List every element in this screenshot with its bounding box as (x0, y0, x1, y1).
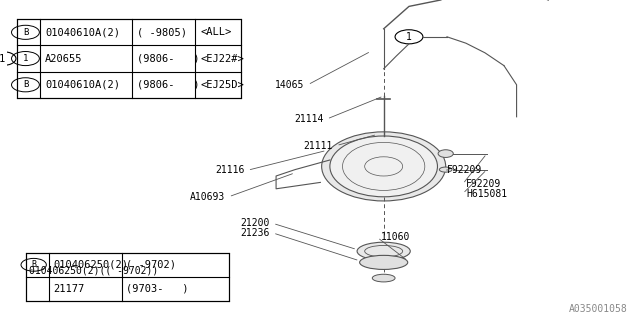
Text: 21116: 21116 (215, 165, 244, 175)
Text: B: B (23, 28, 28, 37)
Text: (9806-   ): (9806- ) (137, 80, 199, 90)
Text: 21236: 21236 (241, 228, 269, 238)
Text: A035001058: A035001058 (568, 304, 627, 314)
Text: B: B (31, 260, 36, 269)
Text: <EJ22#>: <EJ22#> (200, 53, 244, 64)
Bar (26, 253, 228, 301)
Text: ( -9805): ( -9805) (137, 27, 187, 37)
Text: 11060: 11060 (381, 232, 410, 243)
Text: 1: 1 (0, 53, 5, 64)
Text: 21177: 21177 (53, 284, 84, 294)
Text: 21200: 21200 (241, 218, 269, 228)
Ellipse shape (322, 132, 445, 201)
Text: A20655: A20655 (45, 53, 83, 64)
Text: <ALL>: <ALL> (200, 27, 232, 37)
Text: 01040610A(2): 01040610A(2) (45, 27, 120, 37)
Text: 1: 1 (23, 54, 28, 63)
Text: 1: 1 (406, 32, 412, 42)
Ellipse shape (330, 136, 438, 197)
Ellipse shape (330, 136, 438, 197)
Text: 010406250(2): 010406250(2) (53, 260, 128, 270)
Text: 21114: 21114 (294, 114, 324, 124)
Bar (17, 19, 241, 98)
Ellipse shape (372, 274, 395, 282)
Text: (9703-   ): (9703- ) (126, 284, 189, 294)
Ellipse shape (357, 242, 410, 260)
Ellipse shape (438, 150, 453, 157)
Text: F92209: F92209 (466, 179, 501, 189)
Text: 01040610A(2): 01040610A(2) (45, 80, 120, 90)
Text: <EJ25D>: <EJ25D> (200, 80, 244, 90)
Text: 010406250(2)(( -9702)): 010406250(2)(( -9702)) (29, 265, 159, 276)
Text: F92209: F92209 (447, 165, 482, 175)
Text: B: B (23, 80, 28, 89)
Text: 21111: 21111 (303, 140, 333, 151)
Text: ( -9702): ( -9702) (126, 260, 176, 270)
Ellipse shape (440, 167, 452, 172)
Text: A10693: A10693 (190, 192, 225, 202)
Text: 14065: 14065 (275, 80, 305, 90)
Ellipse shape (360, 255, 408, 269)
Text: H615081: H615081 (466, 188, 507, 199)
Text: (9806-   ): (9806- ) (137, 53, 199, 64)
